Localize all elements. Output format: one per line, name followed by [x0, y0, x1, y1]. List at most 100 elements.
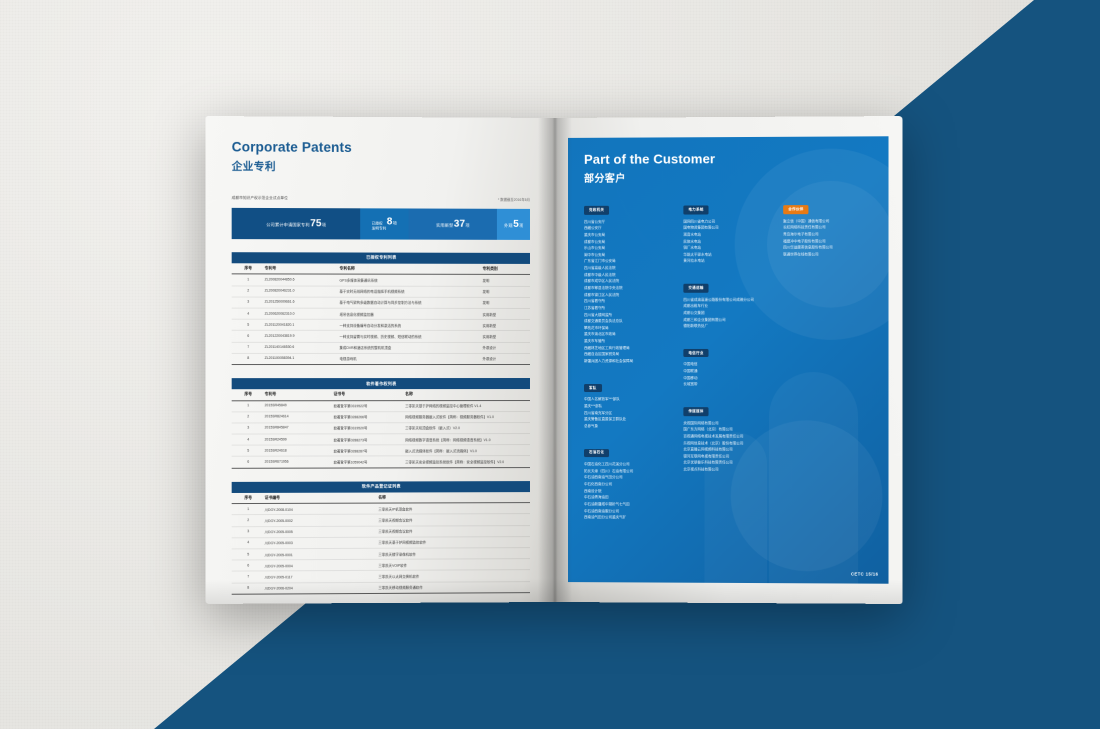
note-right: * 数据截至2016年6月 [497, 197, 530, 202]
stat-unit: 项 [519, 222, 524, 228]
table-cell: 2015SR824614 [264, 414, 289, 419]
customer-group: 电力系统 国网四川省电力公司 国电物资集团有限公司 观音水电站 民族水电站 铜厂水电站 华能… [683, 197, 774, 265]
table-cell: 三零凯天安全视频监控系统软件【简称：安全视频监控软件】V2.0 [405, 460, 505, 465]
left-page-content: Corporate Patents 企业专利 成都市知识产权示范企业试点单位 *… [231, 139, 530, 595]
page-title-en: Corporate Patents [231, 139, 352, 156]
table-row: 5 ZL201120041820.1 一种支持设备编号自动分发和激活的系统 实用新型 [231, 319, 530, 332]
customer-item: 黄河拉水电站 [683, 259, 705, 264]
table-cell: 实用新型 [482, 334, 497, 339]
customer-item: 西藏自治区国家税务局 [584, 352, 620, 357]
customer-group-badge: 军队 [584, 384, 602, 393]
table-column-headers: 序号 证书编号 名称 [231, 491, 530, 505]
table-cell: 4 [247, 540, 250, 545]
table-cell: 软著登字第0319522号 [333, 404, 368, 409]
table-cell: 1 [247, 403, 250, 408]
stat-value: 75 [310, 218, 322, 230]
table-cell: 5 [247, 322, 250, 327]
customer-group: 电信行业 中国电信 中国联通 中国移动 长城宽带 [683, 341, 774, 388]
table-cell: 集成DVR和酒店系统的整机机顶盒 [339, 346, 392, 351]
table-cell: 川DGY-2005-0001 [264, 552, 293, 557]
customer-group-badge: 合作伙伴 [783, 205, 809, 214]
table-cell: ZL201100058394.1 [264, 356, 295, 361]
table-body: 1 2015SR45849 软著登字第0319522号 三零凯天基于护网络的视频监控中… [231, 400, 530, 468]
table-footer-rule [231, 363, 530, 365]
table-cell: 川DGY-2005-0005 [264, 530, 293, 535]
column-header: 序号 [244, 266, 253, 271]
table-cell: 网络视频数字语音系统【简称：网络视频语音系统】V1.0 [405, 437, 491, 442]
table-cell: 3 [247, 425, 250, 430]
stat-label: 已授权 发明专利 [372, 222, 386, 231]
customer-group-badge: 党政机关 [584, 206, 610, 215]
table-cell: 3 [247, 529, 250, 534]
column-header: 名称 [378, 495, 386, 500]
customer-panel-content: Part of the Customer 部分客户 党政机关 四川省公安厅 西藏公安… [568, 136, 889, 583]
table-cell: 6 [247, 563, 250, 568]
table-row: 1 2015SR45849 软著登字第0319522号 三零凯天基于护网络的视频监控中… [231, 400, 530, 413]
table-cell: 2 [247, 518, 250, 523]
table-row: 3 ZL201250009661.6 基于电气架构多级数据自动计算与同步控制方法与系… [231, 297, 530, 309]
table-row: 2 ZL200820046231.0 基于实时无线网络的电话指挥手机视频系统 发明 [231, 286, 530, 298]
customer-columns: 党政机关 四川省公安厅 西藏公安厅 重庆市公安局 成都市公安局 乐山市公安局 阆中市公安局广… [584, 197, 874, 533]
stat-label: 实用新型 [436, 222, 454, 228]
stat-unit: 项 [465, 222, 470, 228]
customer-group: 传媒媒体 央视国际网络有限公司 国广东方网络（北京）有限公司 百视通网络电视技术发展有… [683, 399, 774, 473]
column-header: 专利名称 [339, 266, 355, 271]
table-cell: 8 [247, 585, 250, 590]
stat-unit: 项 [392, 220, 397, 226]
stat-segment-utility: 实用新型 37 项 [408, 208, 498, 240]
customer-group-badge: 电力系统 [683, 205, 709, 215]
table-cell: 三零凯天视频会议软件 [378, 529, 413, 534]
customer-group: 石油石化 中国石油化工四川花溪分公司 拓长天缘（四川）石油有限公司 中石油西南油气田分… [584, 441, 674, 522]
table-cell: 2015SR24618 [264, 448, 287, 453]
customer-panel: Part of the Customer 部分客户 党政机关 四川省公安厅 西藏公安… [568, 136, 889, 584]
table-cell: 三零凯天视频会议软件 [378, 518, 413, 523]
table-cell: 4 [247, 437, 250, 442]
table-cell: 一种支持留置与实时视频、历史视频、短信联动的系统 [339, 334, 422, 339]
customer-group-badge: 交通运输 [683, 284, 709, 293]
column-header: 证书编号 [264, 495, 281, 500]
table-cell: 软著登字第1059042号 [333, 460, 368, 465]
customer-group-badge: 传媒媒体 [683, 407, 709, 416]
table-cell: 软著登字第0288266号 [333, 415, 368, 420]
table-cell: 基于实时无线网络的电话指挥手机视频系统 [339, 289, 405, 294]
customer-group: 合作伙伴 聚立信（中国）通信有限公司 长虹网络科技责任有限公司 青岛海尔电子有限公司福… [783, 197, 874, 258]
table-cell: 川DGY-2005-0002 [264, 518, 293, 524]
customer-group: 党政机关 四川省公安厅 西藏公安厅 重庆市公安局 成都市公安局 乐山市公安局 阆中市公安局广… [584, 198, 674, 365]
table-cell: 2 [247, 288, 250, 293]
table-cell: 2015SR45849 [264, 403, 287, 408]
table-cell: 1 [247, 506, 250, 511]
left-page: Corporate Patents 企业专利 成都市知识产权示范企业试点单位 *… [205, 116, 554, 604]
table-cell: 软著登字第0288287号 [333, 449, 368, 454]
column-header: 序号 [244, 495, 253, 500]
table-cell: GPS多媒体采集通讯系统 [339, 278, 378, 283]
table-heading: 已授权专利列表 [231, 252, 530, 264]
stat-segment-invention: 已授权 发明专利 8 项 [360, 208, 409, 240]
table-body: 1 川DGY-2008-0104 三零凯天IP机顶盒软件 2 川DGY-2005-000… [231, 503, 530, 593]
table-granted-patents: 已授权专利列表 序号 专利号 专利名称 专利类别 1 ZL200820044850… [231, 252, 530, 365]
column-header: 证书号 [333, 392, 346, 397]
table-row: 6 ZL201220043819.9 一种支持留置与实时视频、历史视频、短信联动的系… [231, 331, 530, 343]
stat-label-line2: 发明专利 [371, 226, 387, 231]
table-cell: 软著登字第0319520号 [333, 426, 368, 431]
customer-item: 中国石油化工四川花溪分公司 [584, 462, 630, 467]
customer-group: 军队 中国人名解放军***部队 重庆***部队 四川省南充军分区 重庆警备区直属保卫群队… [584, 376, 674, 430]
customer-item: 北京视点科技有限公司 [683, 467, 719, 472]
customer-item: 中石油新疆塔中凝析气七气田 [584, 502, 630, 507]
table-column-headers: 序号 专利号 专利名称 专利类别 [231, 263, 530, 276]
table-cell: 川DGY-2008-0104 [264, 507, 293, 512]
customer-item: 北京直播云网视频科技有限公司 [683, 447, 733, 452]
table-cell: ZL201120041820.1 [264, 322, 295, 327]
page-title-cn: 企业专利 [231, 160, 276, 173]
table-cell: ZL200820046231.0 [264, 288, 295, 293]
stat-value: 8 [386, 216, 393, 228]
table-cell: 三零凯天楼宇录像机软件 [378, 552, 416, 557]
table-cell: ZL201250009661.6 [264, 299, 295, 305]
stat-value: 37 [453, 218, 465, 230]
stat-label-line1: 已授权 [371, 221, 383, 226]
table-row: 4 ZL200620062310.0 塔吊信息化视频监控器 实用新型 [231, 308, 530, 321]
table-row: 3 2015SR845847 软著登字第0319520号 三零凯天机顶盒软件（嵌入式）… [231, 422, 530, 435]
table-cell: 一种支持设备编号自动分发和激活的系统 [339, 323, 402, 328]
table-cell: 8 [247, 356, 250, 361]
column-header: 专利类别 [482, 266, 498, 271]
